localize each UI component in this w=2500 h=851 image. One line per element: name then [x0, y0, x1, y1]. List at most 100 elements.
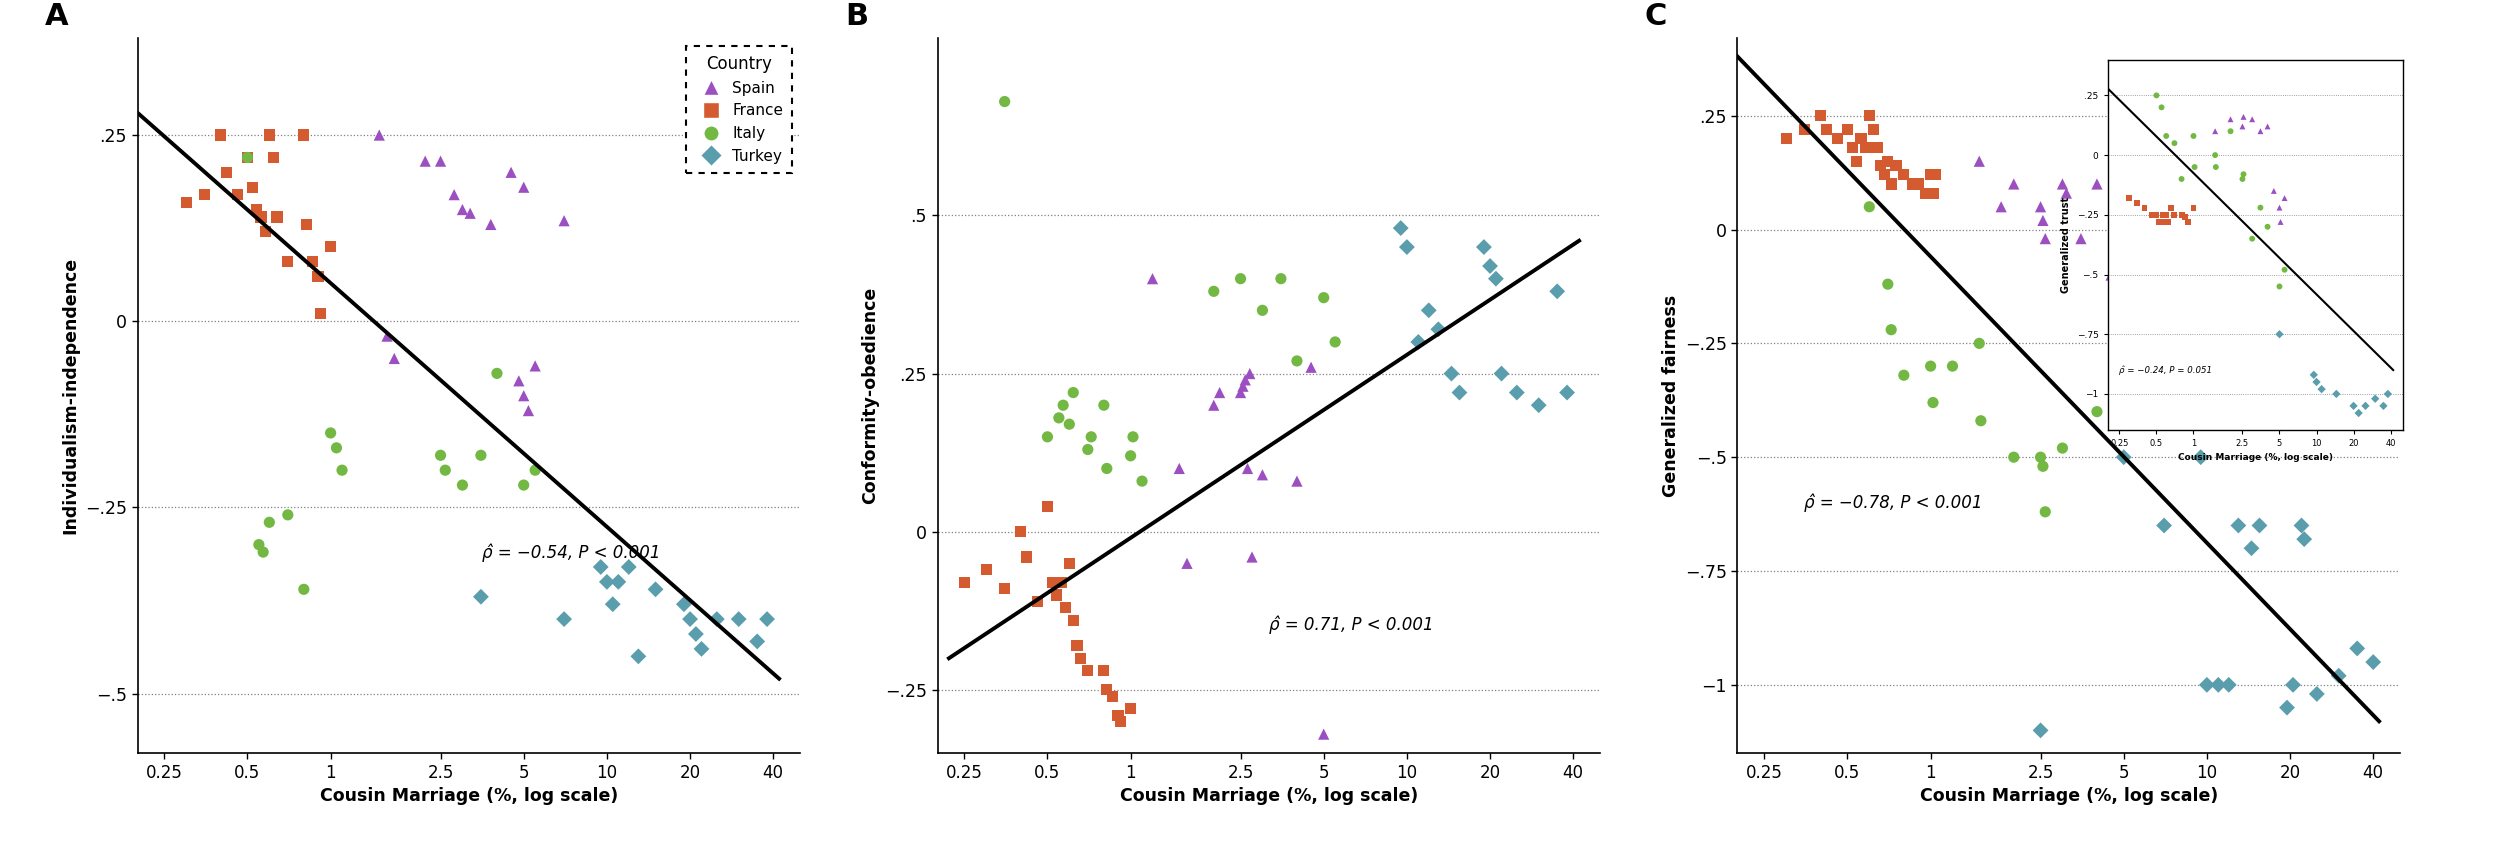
Point [1040, 575, 1080, 589]
Point [2092, 314, 2132, 328]
Point [2145, 518, 2185, 532]
Point [2165, 210, 2205, 224]
Point [2338, 642, 2377, 655]
Point [2218, 518, 2258, 532]
Point [2020, 450, 2060, 464]
Point [2265, 263, 2305, 277]
Point [2295, 368, 2335, 381]
Point [285, 129, 325, 142]
Point [2118, 196, 2158, 209]
Point [1160, 461, 1200, 475]
Point [675, 627, 715, 641]
Point [1960, 414, 2000, 427]
Point [2162, 208, 2202, 221]
Point [1085, 398, 1125, 412]
Point [2260, 201, 2300, 214]
Text: ρ̂ = −0.24, P = 0.051: ρ̂ = −0.24, P = 0.051 [2120, 366, 2212, 375]
Point [1915, 168, 1955, 182]
Point [1088, 461, 1128, 475]
Point [1498, 386, 1538, 399]
Point [2222, 172, 2262, 186]
Point [1050, 417, 1090, 431]
Point [2268, 700, 2308, 714]
Point [460, 448, 500, 462]
Point [1112, 430, 1152, 443]
Point [1482, 367, 1522, 380]
Point [2248, 220, 2288, 233]
Point [1052, 386, 1092, 399]
Point [2152, 201, 2192, 214]
Point [1017, 595, 1058, 608]
Y-axis label: Conformity-obedience: Conformity-obedience [862, 287, 880, 505]
Point [405, 154, 445, 168]
Point [2222, 110, 2262, 123]
Point [1222, 380, 1262, 393]
Point [2172, 201, 2212, 214]
Point [1845, 140, 1885, 154]
Point [698, 613, 738, 626]
Point [217, 188, 258, 202]
Point [1852, 123, 1892, 136]
Point [1417, 323, 1457, 336]
Point [945, 575, 985, 589]
X-axis label: Cousin Marriage (%, log scale): Cousin Marriage (%, log scale) [1120, 787, 1417, 805]
Point [208, 166, 248, 180]
Point [300, 307, 340, 321]
Point [2318, 387, 2357, 401]
Point [2302, 382, 2342, 396]
Point [2210, 124, 2250, 138]
Point [2142, 100, 2182, 114]
Point [592, 597, 632, 611]
Point [1960, 336, 2000, 350]
Point [2155, 208, 2195, 221]
Point [2195, 124, 2235, 138]
Point [1912, 396, 1952, 409]
Point [240, 210, 280, 224]
Point [1465, 240, 1505, 254]
Point [1870, 323, 1910, 336]
Text: ρ̂ = −0.54, P < 0.001: ρ̂ = −0.54, P < 0.001 [482, 544, 660, 563]
Point [1068, 443, 1108, 456]
Point [460, 590, 500, 603]
Point [2232, 541, 2272, 555]
Point [2285, 533, 2325, 546]
Point [1302, 728, 1342, 741]
Point [1868, 154, 1908, 168]
Point [2025, 505, 2065, 518]
Point [268, 508, 308, 522]
Point [1785, 123, 1825, 136]
Point [322, 464, 362, 477]
Point [2025, 231, 2065, 245]
Legend: Spain, France, Italy, Turkey: Spain, France, Italy, Turkey [688, 46, 792, 173]
Point [1225, 373, 1265, 386]
Point [2282, 518, 2322, 532]
Point [1045, 601, 1085, 614]
Point [2132, 208, 2172, 221]
Point [1278, 474, 1318, 488]
Point [375, 351, 415, 365]
Point [1242, 468, 1282, 482]
Point [2078, 177, 2118, 191]
Point [985, 94, 1025, 108]
Point [1840, 132, 1880, 146]
Point [503, 389, 542, 403]
Point [2145, 129, 2185, 143]
Point [2260, 280, 2300, 294]
Point [2115, 414, 2155, 427]
Point [1195, 398, 1235, 412]
Y-axis label: Generalized fairness: Generalized fairness [1662, 294, 1680, 497]
Point [2142, 208, 2182, 221]
Point [1070, 430, 1110, 443]
Point [2102, 359, 2142, 373]
Point [2265, 191, 2305, 205]
Point [360, 129, 400, 142]
Point [1808, 123, 1848, 136]
Point [2110, 191, 2150, 205]
Point [2102, 177, 2142, 191]
Point [508, 404, 548, 418]
Point [1088, 683, 1128, 697]
Point [1410, 304, 1450, 317]
Point [2355, 392, 2395, 406]
Point [2023, 460, 2062, 473]
Point [1098, 708, 1138, 722]
